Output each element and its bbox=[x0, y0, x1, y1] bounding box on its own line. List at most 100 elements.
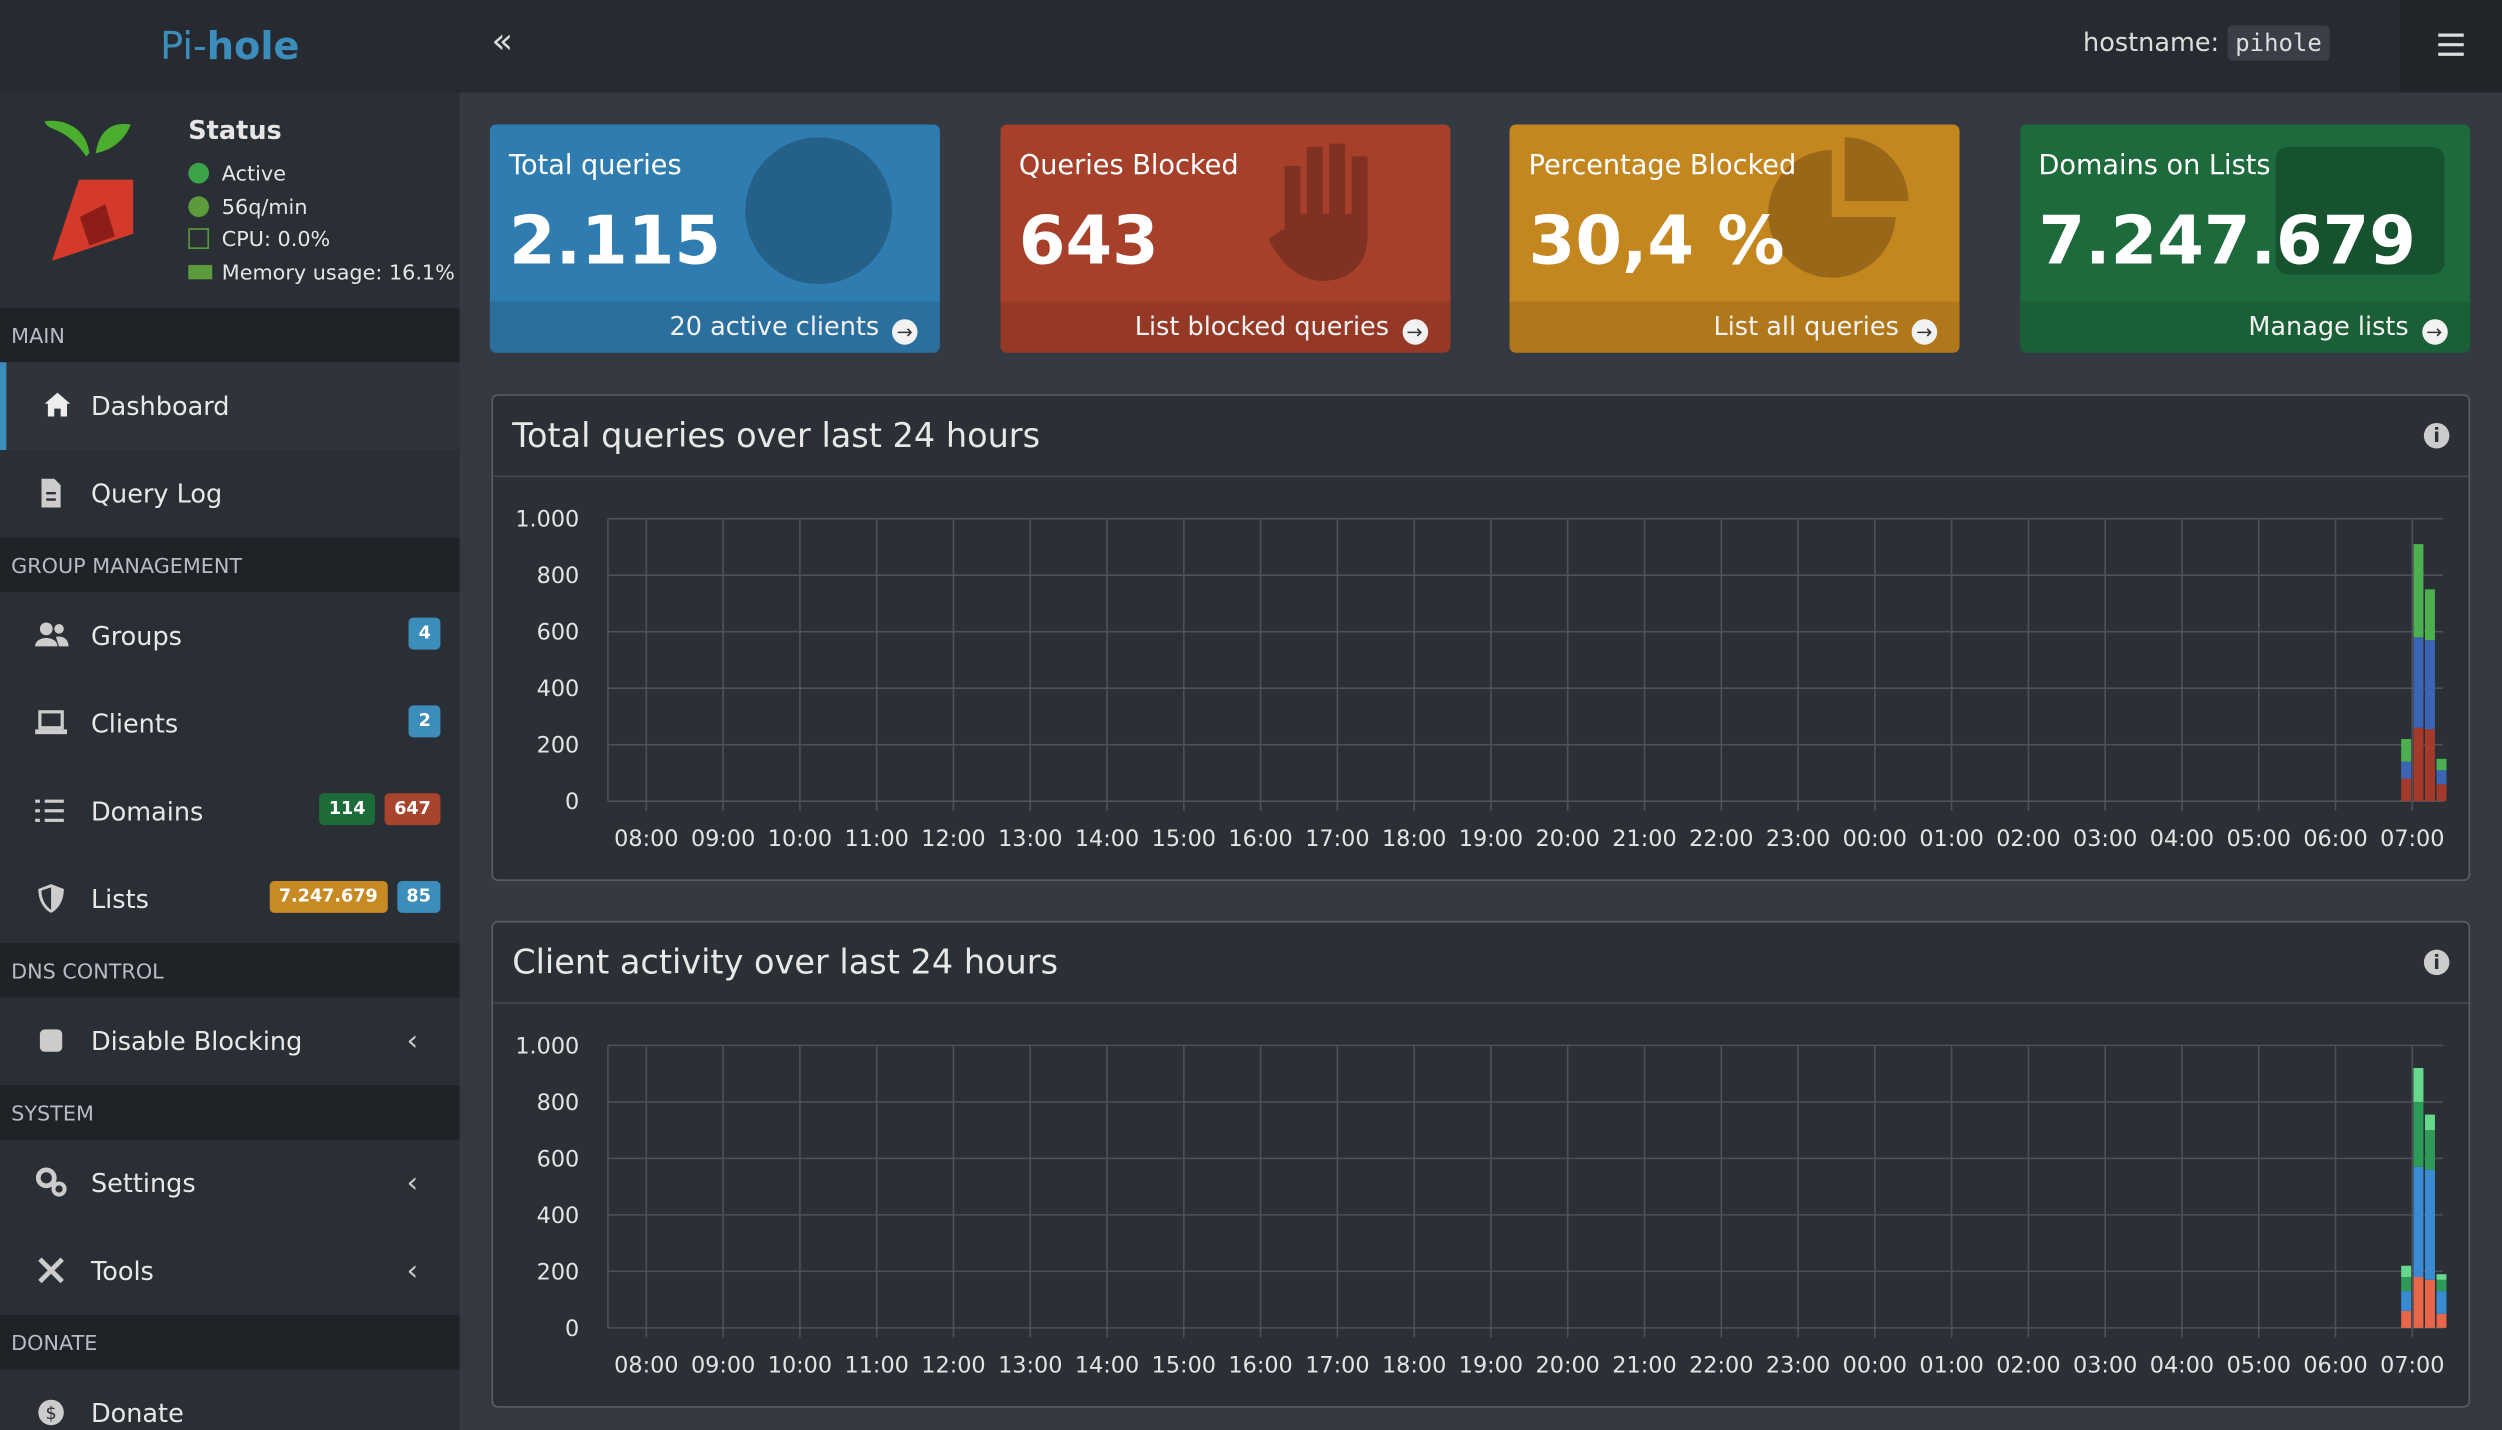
bar-segment bbox=[2401, 761, 2412, 779]
x-tick-label: 14:00 bbox=[1075, 1353, 1139, 1379]
menu-button[interactable] bbox=[2399, 0, 2502, 93]
badge: 7.247.679 bbox=[269, 880, 388, 913]
x-tick-label: 11:00 bbox=[845, 1353, 909, 1379]
nav-item[interactable]: Tools ‹ bbox=[0, 1227, 460, 1315]
nav-icon bbox=[35, 1167, 67, 1197]
nav-item[interactable]: Lists 7.247.679 85 bbox=[0, 855, 460, 943]
bar-segment bbox=[2413, 1101, 2424, 1167]
bar-segment bbox=[2413, 1166, 2424, 1278]
x-tick-label: 15:00 bbox=[1152, 826, 1216, 852]
chart-header: Client activity over last 24 hours i bbox=[493, 922, 2469, 1004]
nav-item[interactable]: Domains 114 647 bbox=[0, 768, 460, 856]
status-active: Active bbox=[188, 160, 455, 193]
logo-hole: hole bbox=[206, 23, 300, 69]
bar-segment bbox=[2401, 1291, 2412, 1311]
badge: 85 bbox=[396, 880, 441, 913]
nav-section: DNS CONTROL bbox=[0, 943, 460, 998]
chevron: ‹ bbox=[406, 1166, 419, 1201]
card-title: Queries Blocked bbox=[1018, 150, 1239, 182]
card-footer[interactable]: 20 active clients → bbox=[489, 301, 940, 353]
nav-item[interactable]: $ Donate bbox=[0, 1369, 460, 1430]
card-footer[interactable]: List blocked queries → bbox=[999, 301, 1450, 353]
chart: 0 200 400 600 800 1.000 08:00 09:00 10:00 11:00 12… bbox=[515, 1033, 2447, 1379]
bar-segment bbox=[2436, 1279, 2447, 1292]
chart-box: Client activity over last 24 hours i 0 200 4… bbox=[491, 920, 2471, 1408]
bar-segment bbox=[2413, 727, 2424, 802]
nav-section: MAIN bbox=[0, 308, 460, 363]
chevron: ‹ bbox=[406, 1024, 419, 1059]
bar-segment bbox=[2401, 1277, 2412, 1292]
nav-item[interactable]: Query Log bbox=[0, 450, 460, 538]
bar-segment bbox=[2424, 640, 2435, 730]
chart-title: Total queries over last 24 hours bbox=[512, 416, 1041, 455]
nav-icon: $ bbox=[38, 1399, 64, 1426]
x-tick-label: 20:00 bbox=[1536, 826, 1600, 852]
bar-segment bbox=[2436, 1313, 2447, 1328]
x-tick-label: 18:00 bbox=[1382, 826, 1446, 852]
card-icon bbox=[2274, 146, 2444, 275]
nav-item[interactable]: Disable Blocking ‹ bbox=[0, 998, 460, 1086]
nav-item[interactable]: Clients 2 bbox=[0, 680, 460, 768]
card-footer[interactable]: Manage lists → bbox=[2019, 301, 2470, 353]
logo[interactable]: Pi-hole bbox=[0, 0, 460, 93]
nav-item[interactable]: Settings ‹ bbox=[0, 1140, 460, 1228]
nav-label: Disable Blocking bbox=[90, 1026, 303, 1057]
chart: 0 200 400 600 800 1.000 08:00 09:00 10:00 11:00 12… bbox=[515, 507, 2447, 852]
status-rate-text: 56q/min bbox=[221, 195, 308, 220]
x-tick-label: 09:00 bbox=[691, 1353, 755, 1379]
bar-segment bbox=[2401, 739, 2412, 762]
card-title: Percentage Blocked bbox=[1528, 150, 1797, 182]
y-tick-label: 400 bbox=[537, 1203, 580, 1229]
x-tick-label: 00:00 bbox=[1843, 1353, 1907, 1379]
y-tick-label: 0 bbox=[565, 1316, 579, 1342]
nav-section: GROUP MANAGEMENT bbox=[0, 537, 460, 593]
bar-segment bbox=[2413, 637, 2424, 728]
nav-item[interactable]: Groups 4 bbox=[0, 592, 460, 680]
chart-title: Client activity over last 24 hours bbox=[512, 943, 1059, 982]
badge: 2 bbox=[409, 705, 441, 738]
nav-icon bbox=[35, 622, 69, 647]
x-tick-label: 03:00 bbox=[2073, 826, 2137, 852]
status-panel: Status Active 56q/min CPU: 0.0% Memory u… bbox=[0, 93, 460, 308]
nav-item[interactable]: Dashboard bbox=[0, 362, 460, 451]
card-value: 7.247.679 bbox=[2038, 201, 2416, 280]
nav: MAIN Dashboard Query Log GROUP MANAGEMENT Gr… bbox=[0, 308, 460, 1430]
bar-segment bbox=[2436, 758, 2447, 771]
bar-segment bbox=[2436, 1291, 2447, 1314]
nav-label: Groups bbox=[90, 620, 182, 652]
info-icon[interactable]: i bbox=[2423, 422, 2450, 449]
y-tick-label: 400 bbox=[537, 676, 580, 702]
bar-segment bbox=[2401, 1265, 2412, 1278]
bar-segment bbox=[2413, 544, 2424, 638]
x-tick-label: 09:00 bbox=[691, 826, 755, 852]
bar-segment bbox=[2424, 1169, 2435, 1280]
nav-section: SYSTEM bbox=[0, 1085, 460, 1140]
card-icon bbox=[745, 137, 892, 285]
bar-segment bbox=[2436, 784, 2447, 802]
x-tick-label: 16:00 bbox=[1228, 1353, 1292, 1379]
status-rate: 56q/min bbox=[188, 192, 455, 225]
x-tick-label: 22:00 bbox=[1689, 1353, 1753, 1379]
nav-icon bbox=[35, 710, 68, 735]
y-tick-label: 200 bbox=[537, 733, 580, 759]
y-tick-label: 600 bbox=[537, 620, 580, 646]
status-lines: Active 56q/min CPU: 0.0% Memory usage: 1… bbox=[188, 160, 455, 291]
svg-text:$: $ bbox=[45, 1404, 56, 1424]
x-tick-label: 22:00 bbox=[1689, 826, 1753, 852]
x-tick-label: 02:00 bbox=[1996, 1353, 2060, 1379]
bar-segment bbox=[2436, 770, 2447, 785]
card-title: Total queries bbox=[509, 150, 682, 182]
stat-card: Total queries 2.115 20 active clients → bbox=[489, 124, 940, 353]
bar-segment bbox=[2424, 589, 2435, 641]
info-icon[interactable]: i bbox=[2423, 949, 2450, 976]
nav-label: Tools bbox=[90, 1256, 154, 1287]
x-tick-label: 21:00 bbox=[1612, 826, 1676, 852]
x-tick-label: 16:00 bbox=[1228, 826, 1292, 852]
card-footer[interactable]: List all queries → bbox=[1509, 301, 1960, 353]
collapse-button[interactable]: « bbox=[491, 22, 513, 63]
x-tick-label: 20:00 bbox=[1536, 1353, 1600, 1379]
stat-card: Queries Blocked 643 List blocked queries → bbox=[999, 124, 1450, 353]
top-bar: Pi-hole « hostname: pihole bbox=[0, 0, 2502, 93]
